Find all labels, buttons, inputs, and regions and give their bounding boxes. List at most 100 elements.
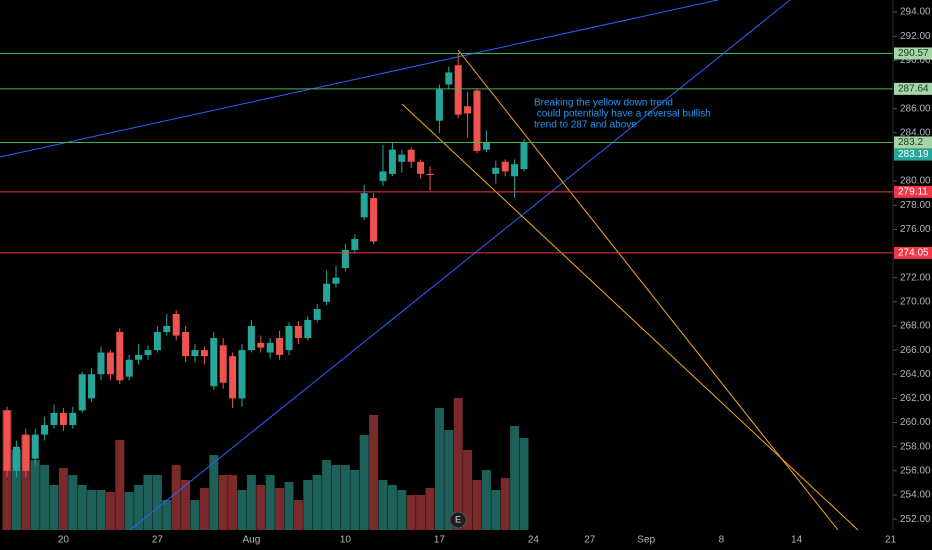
volume-bar xyxy=(11,450,21,530)
volume-bar xyxy=(519,438,529,530)
price-label-box xyxy=(894,47,932,60)
candle-body xyxy=(50,412,58,425)
candle-body xyxy=(182,332,190,357)
price-label: 290.57 xyxy=(898,48,929,59)
volume-bar xyxy=(491,490,501,530)
x-tick-label: Aug xyxy=(243,535,261,546)
trend-line xyxy=(457,49,839,531)
price-label-box xyxy=(894,185,932,198)
candle-body xyxy=(435,89,443,121)
volume-bar xyxy=(143,475,153,530)
candle-body xyxy=(219,345,227,383)
price-label: 279.11 xyxy=(898,186,928,197)
volume-bar xyxy=(275,488,285,530)
y-tick-label: 286.00 xyxy=(900,103,931,114)
y-tick-label: 256.00 xyxy=(900,465,931,476)
last-price-label: 283.19 xyxy=(898,149,929,160)
y-tick-label: 262.00 xyxy=(900,393,931,404)
volume-bar xyxy=(434,408,444,530)
x-tick-label: 17 xyxy=(434,535,446,546)
candle-body xyxy=(426,173,434,176)
volume-bar xyxy=(190,500,200,530)
volume-bar xyxy=(58,468,68,530)
candle-body xyxy=(3,410,11,471)
candle-body xyxy=(360,193,368,218)
candle-body xyxy=(135,354,143,360)
volume-bar xyxy=(472,480,482,530)
volume-bar xyxy=(256,485,266,530)
y-tick-label: 252.00 xyxy=(900,514,931,525)
candle-body xyxy=(31,434,39,459)
candle-body xyxy=(445,72,453,85)
y-tick-label: 292.00 xyxy=(900,31,931,42)
candle-body xyxy=(200,350,208,357)
candle-body xyxy=(482,142,490,150)
y-tick-label: 278.00 xyxy=(900,200,931,211)
candle-body xyxy=(78,374,86,411)
y-tick-label: 254.00 xyxy=(900,490,931,501)
volume-bar xyxy=(181,480,191,530)
volume-bar xyxy=(30,460,40,530)
candle-body xyxy=(266,342,274,353)
candle-body xyxy=(22,434,30,471)
x-tick-label: 14 xyxy=(791,535,803,546)
candle-body xyxy=(59,412,67,425)
x-tick-label: 20 xyxy=(58,535,70,546)
volume-bar xyxy=(406,495,416,530)
candle-body xyxy=(388,149,396,174)
candle-body xyxy=(304,319,312,339)
y-tick-label: 276.00 xyxy=(900,224,931,235)
trend-line xyxy=(129,0,791,531)
y-tick-label: 268.00 xyxy=(900,321,931,332)
axis-layer: 294.00 292.00 290.00 286.00 284.00 280.00 278.… xyxy=(58,7,932,546)
earnings-marker[interactable] xyxy=(449,511,467,529)
volume-layer xyxy=(2,398,529,530)
price-label: 283.2 xyxy=(898,137,923,148)
volume-bar xyxy=(369,415,379,530)
volume-bar xyxy=(105,492,115,530)
candle-body xyxy=(398,154,406,162)
volume-bar xyxy=(209,455,219,530)
volume-bar xyxy=(96,490,106,530)
price-layer xyxy=(0,52,893,477)
y-tick-label: 272.00 xyxy=(900,272,931,283)
candle-body xyxy=(520,142,528,170)
volume-bar xyxy=(350,470,360,530)
candle-body xyxy=(69,412,77,425)
candle-body xyxy=(285,325,293,351)
candle-body xyxy=(454,65,462,115)
candle-body xyxy=(163,325,171,333)
volume-bar xyxy=(453,398,463,530)
volume-bar xyxy=(49,485,59,530)
volume-bar xyxy=(134,485,144,530)
volume-bar xyxy=(387,485,397,530)
candle-body xyxy=(511,164,519,177)
candle-body xyxy=(407,149,415,162)
volume-bar xyxy=(115,440,125,530)
price-label-box xyxy=(894,246,932,259)
volume-bar xyxy=(293,500,303,530)
y-tick-label: 260.00 xyxy=(900,417,931,428)
volume-bar xyxy=(87,490,97,530)
annotation: trend to 287 and above xyxy=(534,120,637,131)
volume-bar xyxy=(237,490,247,530)
candle-body xyxy=(313,309,321,320)
x-tick-label: 27 xyxy=(152,535,164,546)
candle-body xyxy=(323,283,331,302)
candle-body xyxy=(501,161,509,172)
candle-body xyxy=(125,359,133,377)
volume-bar xyxy=(218,475,228,530)
volume-bar xyxy=(322,460,332,530)
volume-bar xyxy=(463,450,473,530)
y-tick-label: 264.00 xyxy=(900,369,931,380)
volume-bar xyxy=(340,465,350,530)
last-price-box xyxy=(894,148,932,161)
volume-bar xyxy=(331,465,341,530)
price-label-box xyxy=(894,136,932,149)
earnings-label[interactable]: E xyxy=(455,514,461,524)
volume-bar xyxy=(303,480,313,530)
y-tick-label: 258.00 xyxy=(900,441,931,452)
trend-lines xyxy=(0,0,859,531)
volume-bar xyxy=(124,492,134,530)
volume-bar xyxy=(416,495,426,530)
